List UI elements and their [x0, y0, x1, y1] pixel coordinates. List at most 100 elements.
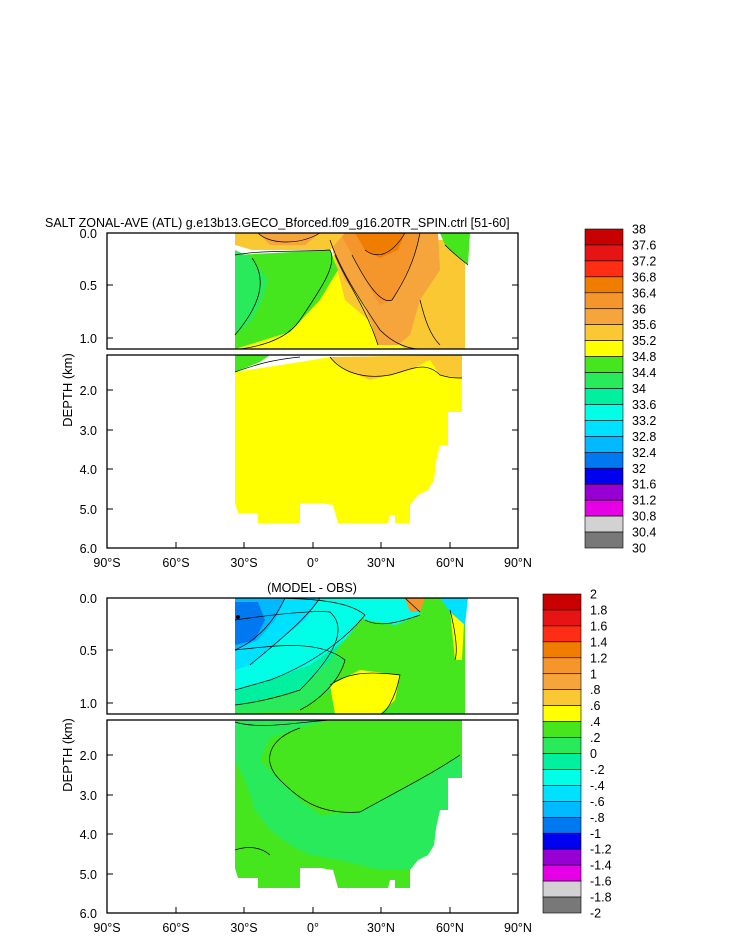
colorbar-label: 32.4 [632, 446, 656, 460]
colorbar-label: -.6 [590, 795, 605, 809]
salt-upper-contours [234, 232, 469, 350]
colorbar-swatch [542, 705, 582, 722]
salt-region-deep-orange [355, 233, 405, 258]
salt-region-arctic [440, 233, 470, 265]
colorbar-label: .6 [590, 699, 600, 713]
x-tick-label: 60°S [162, 921, 189, 935]
y-tick-label: 0.0 [80, 592, 97, 606]
colorbar-label: -1 [590, 827, 601, 841]
colorbar-label: 30.4 [632, 526, 656, 540]
y-tick-label: 3.0 [80, 789, 97, 803]
diff-lower-seagreen [235, 720, 462, 870]
colorbar-swatch [584, 467, 624, 485]
colorbar-swatch [584, 292, 624, 310]
colorbar-swatch [584, 308, 624, 325]
chart-title: SALT ZONAL-AVE (ATL) g.e13b13.GECO_Bforc… [45, 216, 510, 230]
colorbar-label: 34.8 [632, 350, 656, 364]
y-tick-label: 5.0 [80, 868, 97, 882]
salt-upper-fill [235, 233, 470, 349]
colorbar-swatch [542, 737, 582, 754]
colorbar-swatch [584, 531, 624, 549]
y-tick-label: 6.0 [80, 907, 97, 921]
colorbar-swatch [542, 785, 582, 802]
diff-region-yellow [330, 670, 400, 714]
colorbar-label: 38 [632, 223, 646, 237]
x-tick-label: 90°S [93, 921, 120, 935]
diff-region-cyan2 [345, 598, 420, 625]
x-tick-label: 30°N [367, 556, 395, 570]
x-tick-label: 90°N [504, 921, 532, 935]
y-tick-label: 1.0 [80, 332, 97, 346]
x-tick-label: 0° [307, 921, 319, 935]
diff-colorbar-labels: 21.81.61.41.21.8.6.4.20-.2-.4-.6-.8-1-1.… [590, 588, 612, 921]
salt-colorbar [584, 228, 624, 549]
diff-upper-fill [235, 598, 468, 714]
x-tick-label: 0° [307, 556, 319, 570]
salt-lower-yellow [235, 355, 462, 523]
colorbar-label: 2 [590, 588, 597, 602]
diff-upper-contours [234, 597, 457, 715]
colorbar-swatch [542, 609, 582, 627]
x-tick-label: 60°N [436, 556, 464, 570]
diff-region-orange [405, 598, 425, 612]
colorbar-label: 36.4 [632, 286, 656, 300]
colorbar-swatch [542, 753, 582, 770]
colorbar-label: 30.8 [632, 510, 656, 524]
chart-title: (MODEL - OBS) [267, 581, 357, 595]
colorbar-label: 30 [632, 542, 646, 556]
colorbar-swatch [542, 864, 582, 882]
colorbar-label: .8 [590, 683, 600, 697]
colorbar-swatch [542, 689, 582, 706]
colorbar-swatch [584, 260, 624, 278]
y-tick-label: 2.0 [80, 384, 97, 398]
y-tick-label: 0.0 [80, 227, 97, 241]
colorbar-swatch [584, 451, 624, 469]
colorbar-swatch [542, 896, 582, 914]
diff-x-ticks: 90°S 60°S 30°S 0° 30°N 60°N 90°N [93, 921, 532, 935]
colorbar-label: .4 [590, 715, 600, 729]
colorbar-swatch [542, 593, 582, 611]
colorbar-label: 31.2 [632, 494, 656, 508]
colorbar-swatch [542, 848, 582, 866]
salt-y-ticks: 0.0 0.5 1.0 2.0 3.0 4.0 5.0 6.0 [80, 227, 97, 556]
diff-lower-fill [235, 720, 462, 888]
diff-region-blue [235, 602, 265, 645]
colorbar-label: .2 [590, 731, 600, 745]
salt-y-tickmarks [107, 232, 518, 510]
colorbar-label: 1 [590, 667, 597, 681]
salt-region-orange-dark [340, 233, 420, 305]
diff-region-cyan3 [440, 598, 468, 625]
y-tick-label: 0.5 [80, 644, 97, 658]
y-tick-label: 3.0 [80, 424, 97, 438]
y-tick-label: 0.5 [80, 279, 97, 293]
colorbar-swatch [542, 880, 582, 898]
colorbar-label: 1.4 [590, 635, 607, 649]
colorbar-swatch [584, 420, 624, 437]
colorbar-swatch [584, 356, 624, 373]
diff-y-tickmarks [107, 597, 518, 875]
colorbar-label: -1.2 [590, 843, 612, 857]
colorbar-label: 32.8 [632, 430, 656, 444]
colorbar-swatch [542, 673, 582, 690]
colorbar-swatch [584, 324, 624, 341]
diff-y-ticks: 0.0 0.5 1.0 2.0 3.0 4.0 5.0 6.0 [80, 592, 97, 921]
colorbar-swatch [584, 515, 624, 533]
y-axis-label: DEPTH (km) [60, 353, 75, 427]
x-tick-label: 30°N [367, 921, 395, 935]
diff-x-tickmarks [175, 907, 451, 913]
diff-lower-green2 [235, 845, 270, 878]
colorbar-label: 35.2 [632, 334, 656, 348]
y-tick-label: 2.0 [80, 749, 97, 763]
salt-lower-orange [330, 355, 462, 380]
colorbar-swatch [584, 499, 624, 517]
colorbar-label: 34 [632, 382, 646, 396]
salt-region-seagreen [235, 250, 268, 335]
salt-lower-fill [235, 355, 462, 523]
x-tick-label: 60°S [162, 556, 189, 570]
salt-x-tickmarks [175, 542, 451, 548]
y-tick-label: 4.0 [80, 463, 97, 477]
diff-lower-contours [234, 719, 461, 856]
colorbar-swatch [584, 244, 624, 262]
